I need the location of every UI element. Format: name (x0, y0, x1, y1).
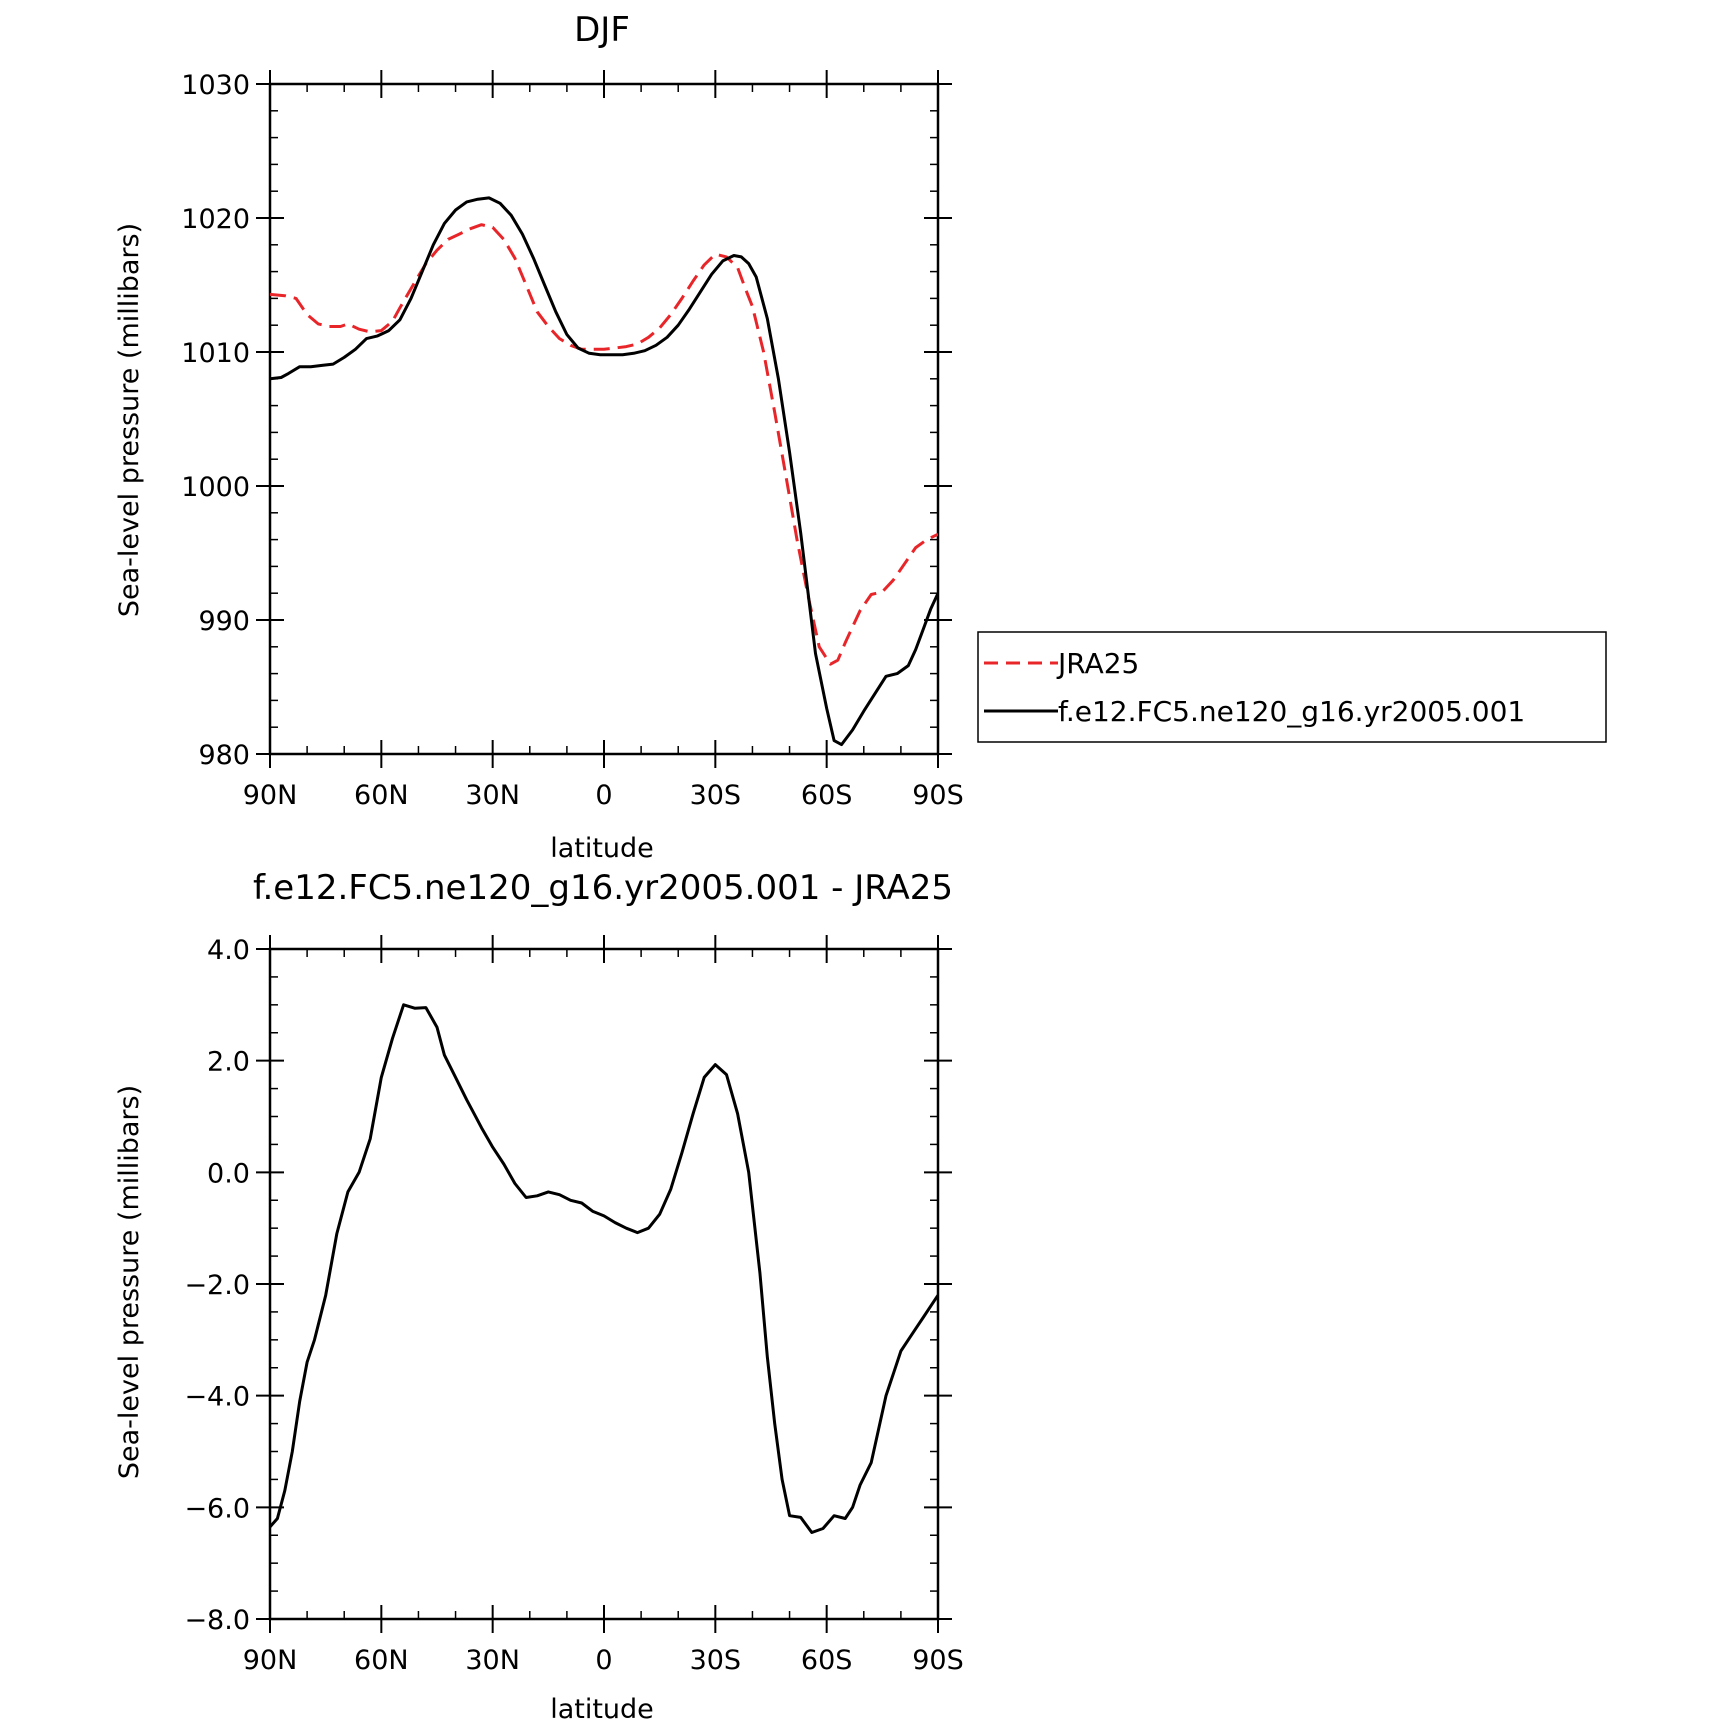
x-tick-label: 60N (354, 1645, 409, 1676)
x-tick-label: 30N (465, 1645, 520, 1676)
chart-title: f.e12.FC5.ne120_g16.yr2005.001 - JRA25 (253, 868, 953, 908)
y-tick-label: −4.0 (184, 1382, 250, 1413)
y-tick-label: 1030 (181, 70, 250, 101)
chart-title: DJF (574, 10, 630, 50)
y-tick-label: 1010 (181, 338, 250, 369)
y-tick-label: −2.0 (184, 1270, 250, 1301)
y-tick-label: 0.0 (207, 1158, 250, 1189)
legend: JRA25 f.e12.FC5.ne120_g16.yr2005.001 (977, 631, 1607, 743)
y-tick-label: 1000 (181, 472, 250, 503)
x-tick-label: 90S (912, 780, 964, 811)
x-tick-label: 0 (595, 1645, 612, 1676)
y-tick-label: 990 (198, 606, 250, 637)
plot-frame (268, 82, 940, 756)
y-axis-title: Sea-level pressure (millibars) (114, 223, 145, 617)
y-axis-title: Sea-level pressure (millibars) (114, 1085, 145, 1479)
plot-frame (268, 947, 940, 1621)
legend-box (977, 631, 1607, 743)
x-tick-label: 90N (243, 780, 298, 811)
x-axis-title: latitude (550, 1694, 654, 1723)
x-axis-title: latitude (550, 833, 654, 864)
x-tick-label: 60N (354, 780, 409, 811)
legend-label-jra25: JRA25 (1056, 647, 1139, 680)
series-line-1 (270, 196, 938, 747)
x-tick-label: 30S (690, 780, 742, 811)
y-tick-label: 2.0 (207, 1047, 250, 1078)
plot-area: 90N 60N 30N 0 30S 60S 90S −8.0 −6.0 −4.0 −2.0 0.0 2.… (184, 935, 964, 1676)
x-tick-label: 30N (465, 780, 520, 811)
y-tick-label: 980 (198, 740, 250, 771)
chart-top-slp-djf: DJF Sea-level pressure (millibars) latit… (114, 10, 964, 864)
series-line-0 (270, 1003, 938, 1534)
y-tick-label: 4.0 (207, 935, 250, 966)
x-tick-label: 90N (243, 1645, 298, 1676)
x-tick-label: 60S (801, 1645, 853, 1676)
x-tick-label: 90S (912, 1645, 964, 1676)
chart-bottom-difference: f.e12.FC5.ne120_g16.yr2005.001 - JRA25 S… (114, 868, 964, 1723)
y-tick-label: −6.0 (184, 1493, 250, 1524)
x-tick-label: 60S (801, 780, 853, 811)
y-tick-label: −8.0 (184, 1605, 250, 1636)
series-line-0 (270, 223, 938, 666)
x-tick-label: 30S (690, 1645, 742, 1676)
plot-area: 90N 60N 30N 0 30S 60S 90S 980 990 1000 1010 1020 103… (181, 70, 964, 811)
legend-label-model: f.e12.FC5.ne120_g16.yr2005.001 (1058, 695, 1525, 728)
x-tick-label: 0 (595, 780, 612, 811)
y-tick-label: 1020 (181, 204, 250, 235)
